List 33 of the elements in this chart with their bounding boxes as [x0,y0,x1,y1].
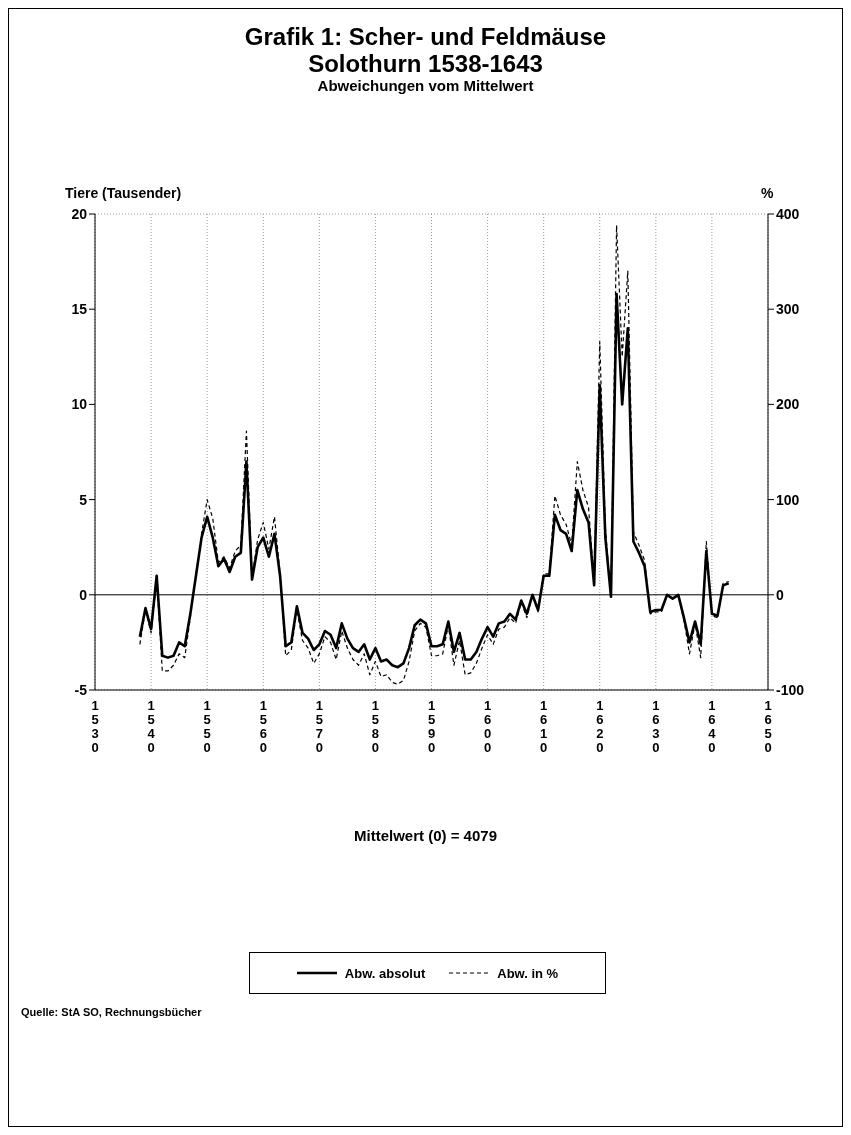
y-tick-label: 20 [71,205,88,222]
y-tick-label: -5 [74,681,88,698]
y2-tick-label: 200 [776,396,800,413]
x-tick-label: 1 5 7 0 [315,698,323,755]
y2-tick-label: -100 [776,681,805,698]
y2-axis-title: % [761,185,774,201]
x-tick-label: 1 6 1 0 [540,698,548,755]
y-tick-label: 15 [71,301,88,318]
source-note: Quelle: StA SO, Rechnungsbücher [21,1006,202,1018]
chart-title: Grafik 1: Scher- und Feldmäuse Solothurn 1538-1643 [243,23,608,77]
x-tick-label: 1 5 8 0 [371,698,380,755]
x-tick-label: 1 6 0 0 [483,698,492,755]
x-tick-label: 1 5 4 0 [147,698,156,755]
y-tick-label: 10 [71,396,88,413]
legend-label: Abw. absolut [343,965,426,981]
x-tick-label: 1 6 3 0 [652,698,660,755]
y2-tick-label: 400 [776,205,800,222]
x-tick-label: 1 5 9 0 [427,698,436,755]
y2-tick-label: 300 [776,301,800,318]
y-axis-title: Tiere (Tausender) [65,185,182,201]
legend-label: Abw. in % [496,965,559,981]
x-tick-label: 1 6 2 0 [596,698,604,755]
x-tick-label: 1 6 4 0 [708,698,717,755]
y-tick-label: 0 [79,586,88,603]
x-tick-label: 1 6 5 0 [764,698,772,755]
x-tick-label: 1 5 5 0 [203,698,211,755]
y2-tick-label: 100 [776,491,800,508]
y-tick-label: 5 [79,491,88,508]
x-tick-label: 1 5 3 0 [91,698,99,755]
chart-subtitle: Abweichungen vom Mittelwert [316,77,535,95]
x-tick-label: 1 5 6 0 [259,698,267,755]
y2-tick-label: 0 [776,586,784,603]
text: Mittelwert (0) = 4079 [353,827,498,844]
